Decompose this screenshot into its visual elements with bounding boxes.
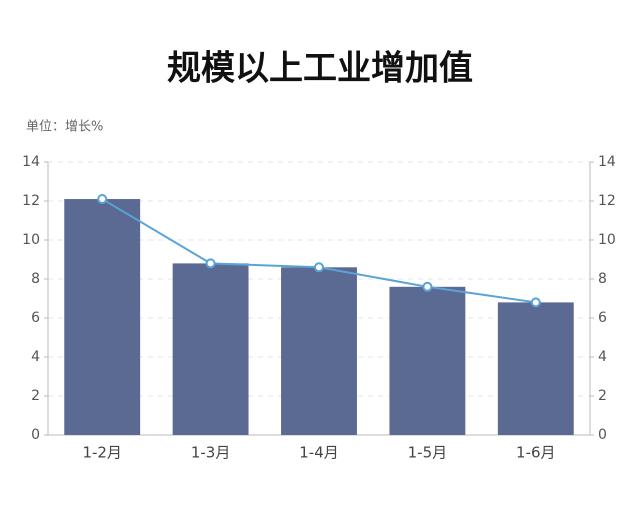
y-tick-label: 4 [31, 349, 40, 365]
x-tick-label: 1-6月 [516, 444, 556, 462]
x-tick-label: 1-2月 [82, 444, 122, 462]
y-tick-label: 8 [31, 271, 40, 287]
y2-tick-label: 0 [598, 427, 607, 443]
bar [281, 267, 357, 435]
y2-tick-label: 6 [598, 310, 607, 326]
chart-title: 规模以上工业增加值 [167, 49, 473, 89]
line-point [97, 194, 108, 205]
x-tick-label: 1-4月 [299, 444, 339, 462]
bar [172, 263, 249, 435]
line-point [314, 262, 324, 273]
y2-tick-label: 12 [598, 193, 616, 209]
x-tick-label: 1-3月 [191, 444, 231, 462]
y-tick-label: 10 [22, 232, 40, 248]
x-tick-label: 1-5月 [408, 444, 448, 462]
line-point [530, 297, 541, 308]
unit-label: 单位：增长% [26, 120, 103, 135]
y2-tick-label: 14 [598, 154, 616, 170]
bar [389, 286, 466, 435]
bar [64, 199, 141, 435]
y2-tick-label: 8 [598, 271, 607, 287]
line-point [205, 258, 216, 269]
y-tick-label: 14 [22, 154, 40, 170]
line-point [422, 281, 433, 292]
bar [497, 302, 574, 435]
y-tick-label: 2 [31, 388, 40, 404]
y-tick-label: 12 [22, 193, 40, 209]
y2-tick-label: 4 [598, 349, 607, 365]
y-tick-label: 6 [31, 310, 40, 326]
y-tick-label: 0 [31, 427, 40, 443]
y2-tick-label: 10 [598, 232, 616, 248]
y2-tick-label: 2 [598, 388, 607, 404]
